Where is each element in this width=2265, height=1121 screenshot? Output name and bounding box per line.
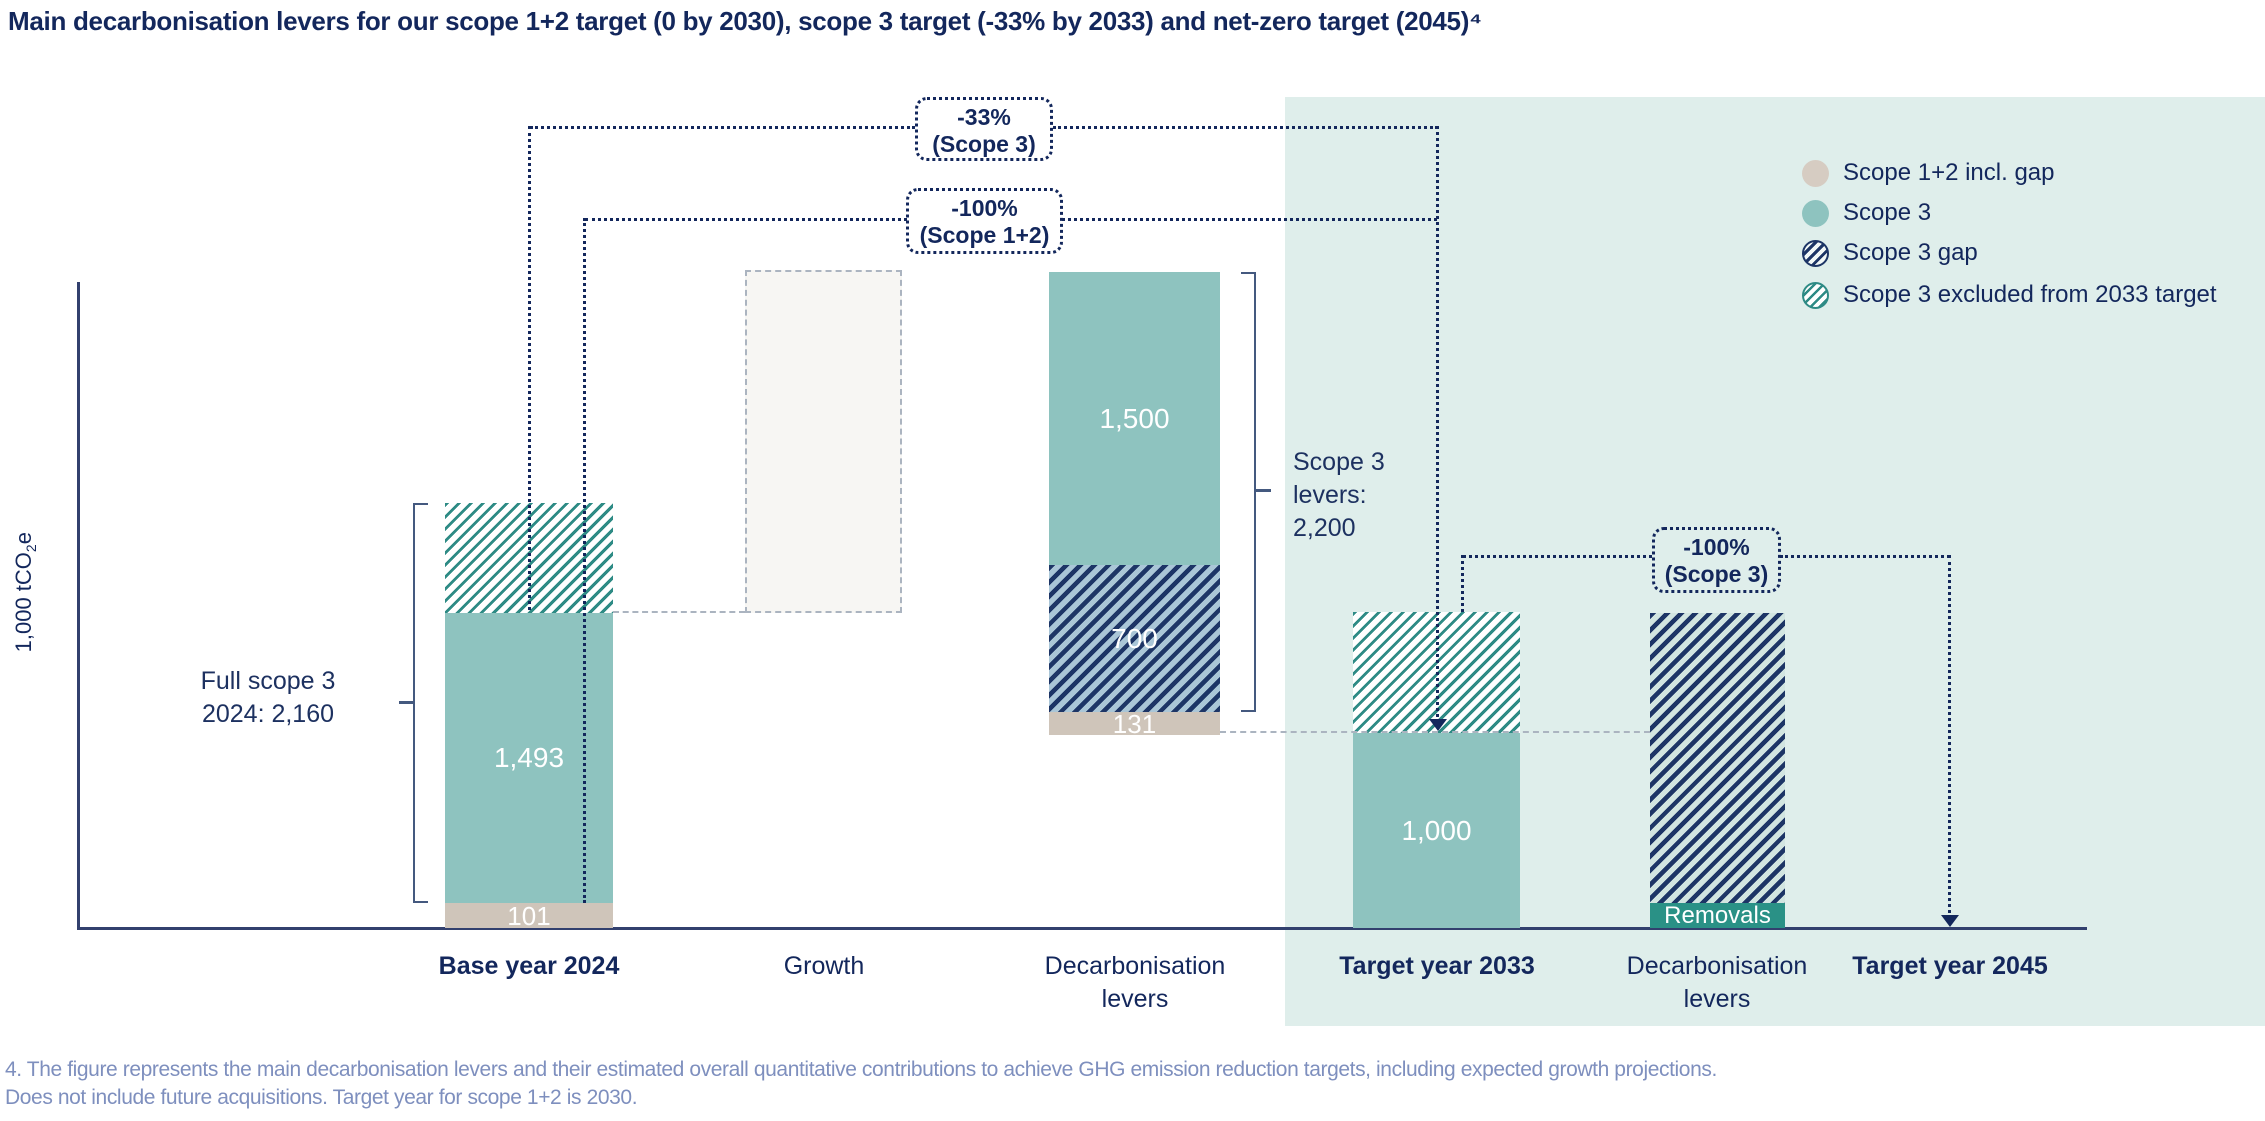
bar-decarb2-removals: Removals bbox=[1650, 901, 1785, 929]
dashed-level-line-decarb-2033 bbox=[1220, 731, 1650, 733]
bar-decarb1-scope3: 1,500 bbox=[1049, 272, 1220, 565]
legend-swatch-scope3-excluded-icon bbox=[1802, 281, 1829, 309]
annotation-100pct-s12-line1: -100% bbox=[951, 195, 1018, 221]
legend-label-scope3: Scope 3 bbox=[1843, 199, 1932, 226]
annotation-100pct-s12-line2: (Scope 1+2) bbox=[919, 222, 1050, 248]
legend-swatch-scope3-gap-icon bbox=[1802, 239, 1829, 267]
connector-33pct-left-h bbox=[530, 126, 915, 129]
bar-decarb1-scope12-value: 131 bbox=[1112, 708, 1157, 739]
annotation-100pct-s3-line2: (Scope 3) bbox=[1664, 561, 1769, 587]
full-scope3-label-line2: 2024: 2,160 bbox=[201, 700, 335, 728]
annotation-33pct-line1: -33% bbox=[957, 104, 1011, 130]
down-arrow-2033-icon bbox=[1429, 719, 1447, 731]
x-axis bbox=[77, 927, 2087, 930]
connector-33pct-right-h bbox=[1053, 126, 1438, 129]
category-growth-line1: Growth bbox=[783, 952, 865, 980]
legend-label-scope12: Scope 1+2 incl. gap bbox=[1843, 159, 2055, 186]
y-axis-label-text: 1,000 tCO bbox=[10, 552, 36, 653]
annotation-100pct-s3-line1: -100% bbox=[1683, 534, 1750, 560]
bar-growth-ghost bbox=[745, 270, 902, 613]
y-axis-label: 1,000 tCO2e bbox=[11, 492, 39, 692]
legend-label-scope3-gap: Scope 3 gap bbox=[1843, 239, 1978, 266]
bar-2033-scope3: 1,000 bbox=[1353, 733, 1520, 928]
connector-100pct-s12-left-v bbox=[583, 218, 586, 903]
bar-base-scope3-value: 1,493 bbox=[493, 742, 565, 773]
footnote-line1: 4. The figure represents the main decarb… bbox=[5, 1058, 1717, 1081]
category-target-year-2033: Target year 2033 bbox=[1307, 950, 1567, 983]
bar-decarb2-removals-label: Removals bbox=[1664, 901, 1771, 929]
legend-item-scope3-excluded: Scope 3 excluded from 2033 target bbox=[1802, 281, 2217, 309]
annotation-box-100pct-scope12: -100% (Scope 1+2) bbox=[906, 188, 1063, 254]
down-arrow-2045-icon bbox=[1941, 915, 1959, 927]
category-target-year-2045: Target year 2045 bbox=[1820, 950, 2080, 983]
bracket-full-scope3-tick bbox=[399, 701, 414, 704]
category-decarb2-line1: Decarbonisation bbox=[1626, 952, 1808, 980]
category-base-year-2024: Base year 2024 bbox=[399, 950, 659, 983]
connector-100pct-s3-down-v bbox=[1948, 555, 1951, 913]
bar-decarb1-gap-value: 700 bbox=[1111, 622, 1158, 654]
page-title: Main decarbonisation levers for our scop… bbox=[8, 6, 1482, 36]
bar-base-scope3: 1,493 bbox=[445, 613, 613, 903]
category-2045-line1: Target year 2045 bbox=[1852, 952, 2048, 980]
legend-swatch-scope12-icon bbox=[1802, 159, 1829, 187]
connector-33pct-down-v bbox=[1436, 126, 1439, 717]
legend-item-scope12: Scope 1+2 incl. gap bbox=[1802, 159, 2055, 187]
annotation-box-33pct-scope3: -33% (Scope 3) bbox=[915, 97, 1053, 161]
dashed-level-line-base-growth bbox=[613, 611, 745, 613]
annotation-33pct-line2: (Scope 3) bbox=[932, 131, 1036, 157]
category-decarb1-line1: Decarbonisation bbox=[1044, 952, 1226, 980]
y-axis-label-suffix: e bbox=[10, 532, 36, 545]
legend-label-scope3-excluded: Scope 3 excluded from 2033 target bbox=[1843, 281, 2217, 308]
connector-100pct-s12-right-h bbox=[1062, 218, 1437, 221]
footnote-line2: Does not include future acquisitions. Ta… bbox=[5, 1086, 638, 1109]
category-growth: Growth bbox=[694, 950, 954, 983]
bar-base-scope12: 101 bbox=[445, 900, 613, 931]
scope3-levers-label: Scope 3 levers: 2,200 bbox=[1293, 446, 1463, 545]
bar-decarb1-scope3-value: 1,500 bbox=[1099, 402, 1170, 434]
bracket-full-scope3 bbox=[413, 503, 428, 903]
scope3-levers-label-line1: Scope 3 bbox=[1293, 448, 1385, 476]
legend-item-scope3-gap: Scope 3 gap bbox=[1802, 239, 1978, 267]
connector-100pct-s3-left-v bbox=[1461, 555, 1464, 612]
connector-100pct-s3-right-h bbox=[1780, 555, 1950, 558]
y-axis-label-sub: 2 bbox=[23, 544, 40, 553]
connector-100pct-s12-left-h bbox=[585, 218, 907, 221]
bar-decarb2-scope3-gap bbox=[1650, 613, 1785, 903]
bracket-scope3-levers-tick bbox=[1256, 489, 1271, 492]
legend-item-scope3: Scope 3 bbox=[1802, 199, 1931, 227]
bar-decarb1-scope3-gap: 700 bbox=[1049, 565, 1220, 712]
category-base-line1: Base year 2024 bbox=[438, 952, 620, 980]
category-decarb-levers-1: Decarbonisation levers bbox=[1005, 950, 1265, 1016]
bar-decarb1-scope12: 131 bbox=[1049, 708, 1220, 739]
bracket-scope3-levers bbox=[1241, 272, 1256, 712]
category-2033-line1: Target year 2033 bbox=[1339, 952, 1535, 980]
legend-swatch-scope3-icon bbox=[1802, 199, 1829, 227]
full-scope3-label: Full scope 3 2024: 2,160 bbox=[148, 665, 388, 731]
category-decarb-levers-2: Decarbonisation levers bbox=[1587, 950, 1847, 1016]
connector-33pct-left-v bbox=[528, 126, 531, 610]
category-decarb1-line2: levers bbox=[1101, 985, 1169, 1013]
y-axis bbox=[77, 282, 80, 929]
bar-2033-scope3-value: 1,000 bbox=[1401, 814, 1472, 846]
scope3-levers-label-line3: 2,200 bbox=[1293, 514, 1356, 542]
bar-base-scope12-value: 101 bbox=[507, 900, 551, 931]
full-scope3-label-line1: Full scope 3 bbox=[200, 667, 336, 695]
connector-100pct-s3-left-h bbox=[1463, 555, 1652, 558]
scope3-levers-label-line2: levers: bbox=[1293, 481, 1367, 509]
category-decarb2-line2: levers bbox=[1683, 985, 1751, 1013]
annotation-box-100pct-scope3: -100% (Scope 3) bbox=[1652, 527, 1781, 593]
